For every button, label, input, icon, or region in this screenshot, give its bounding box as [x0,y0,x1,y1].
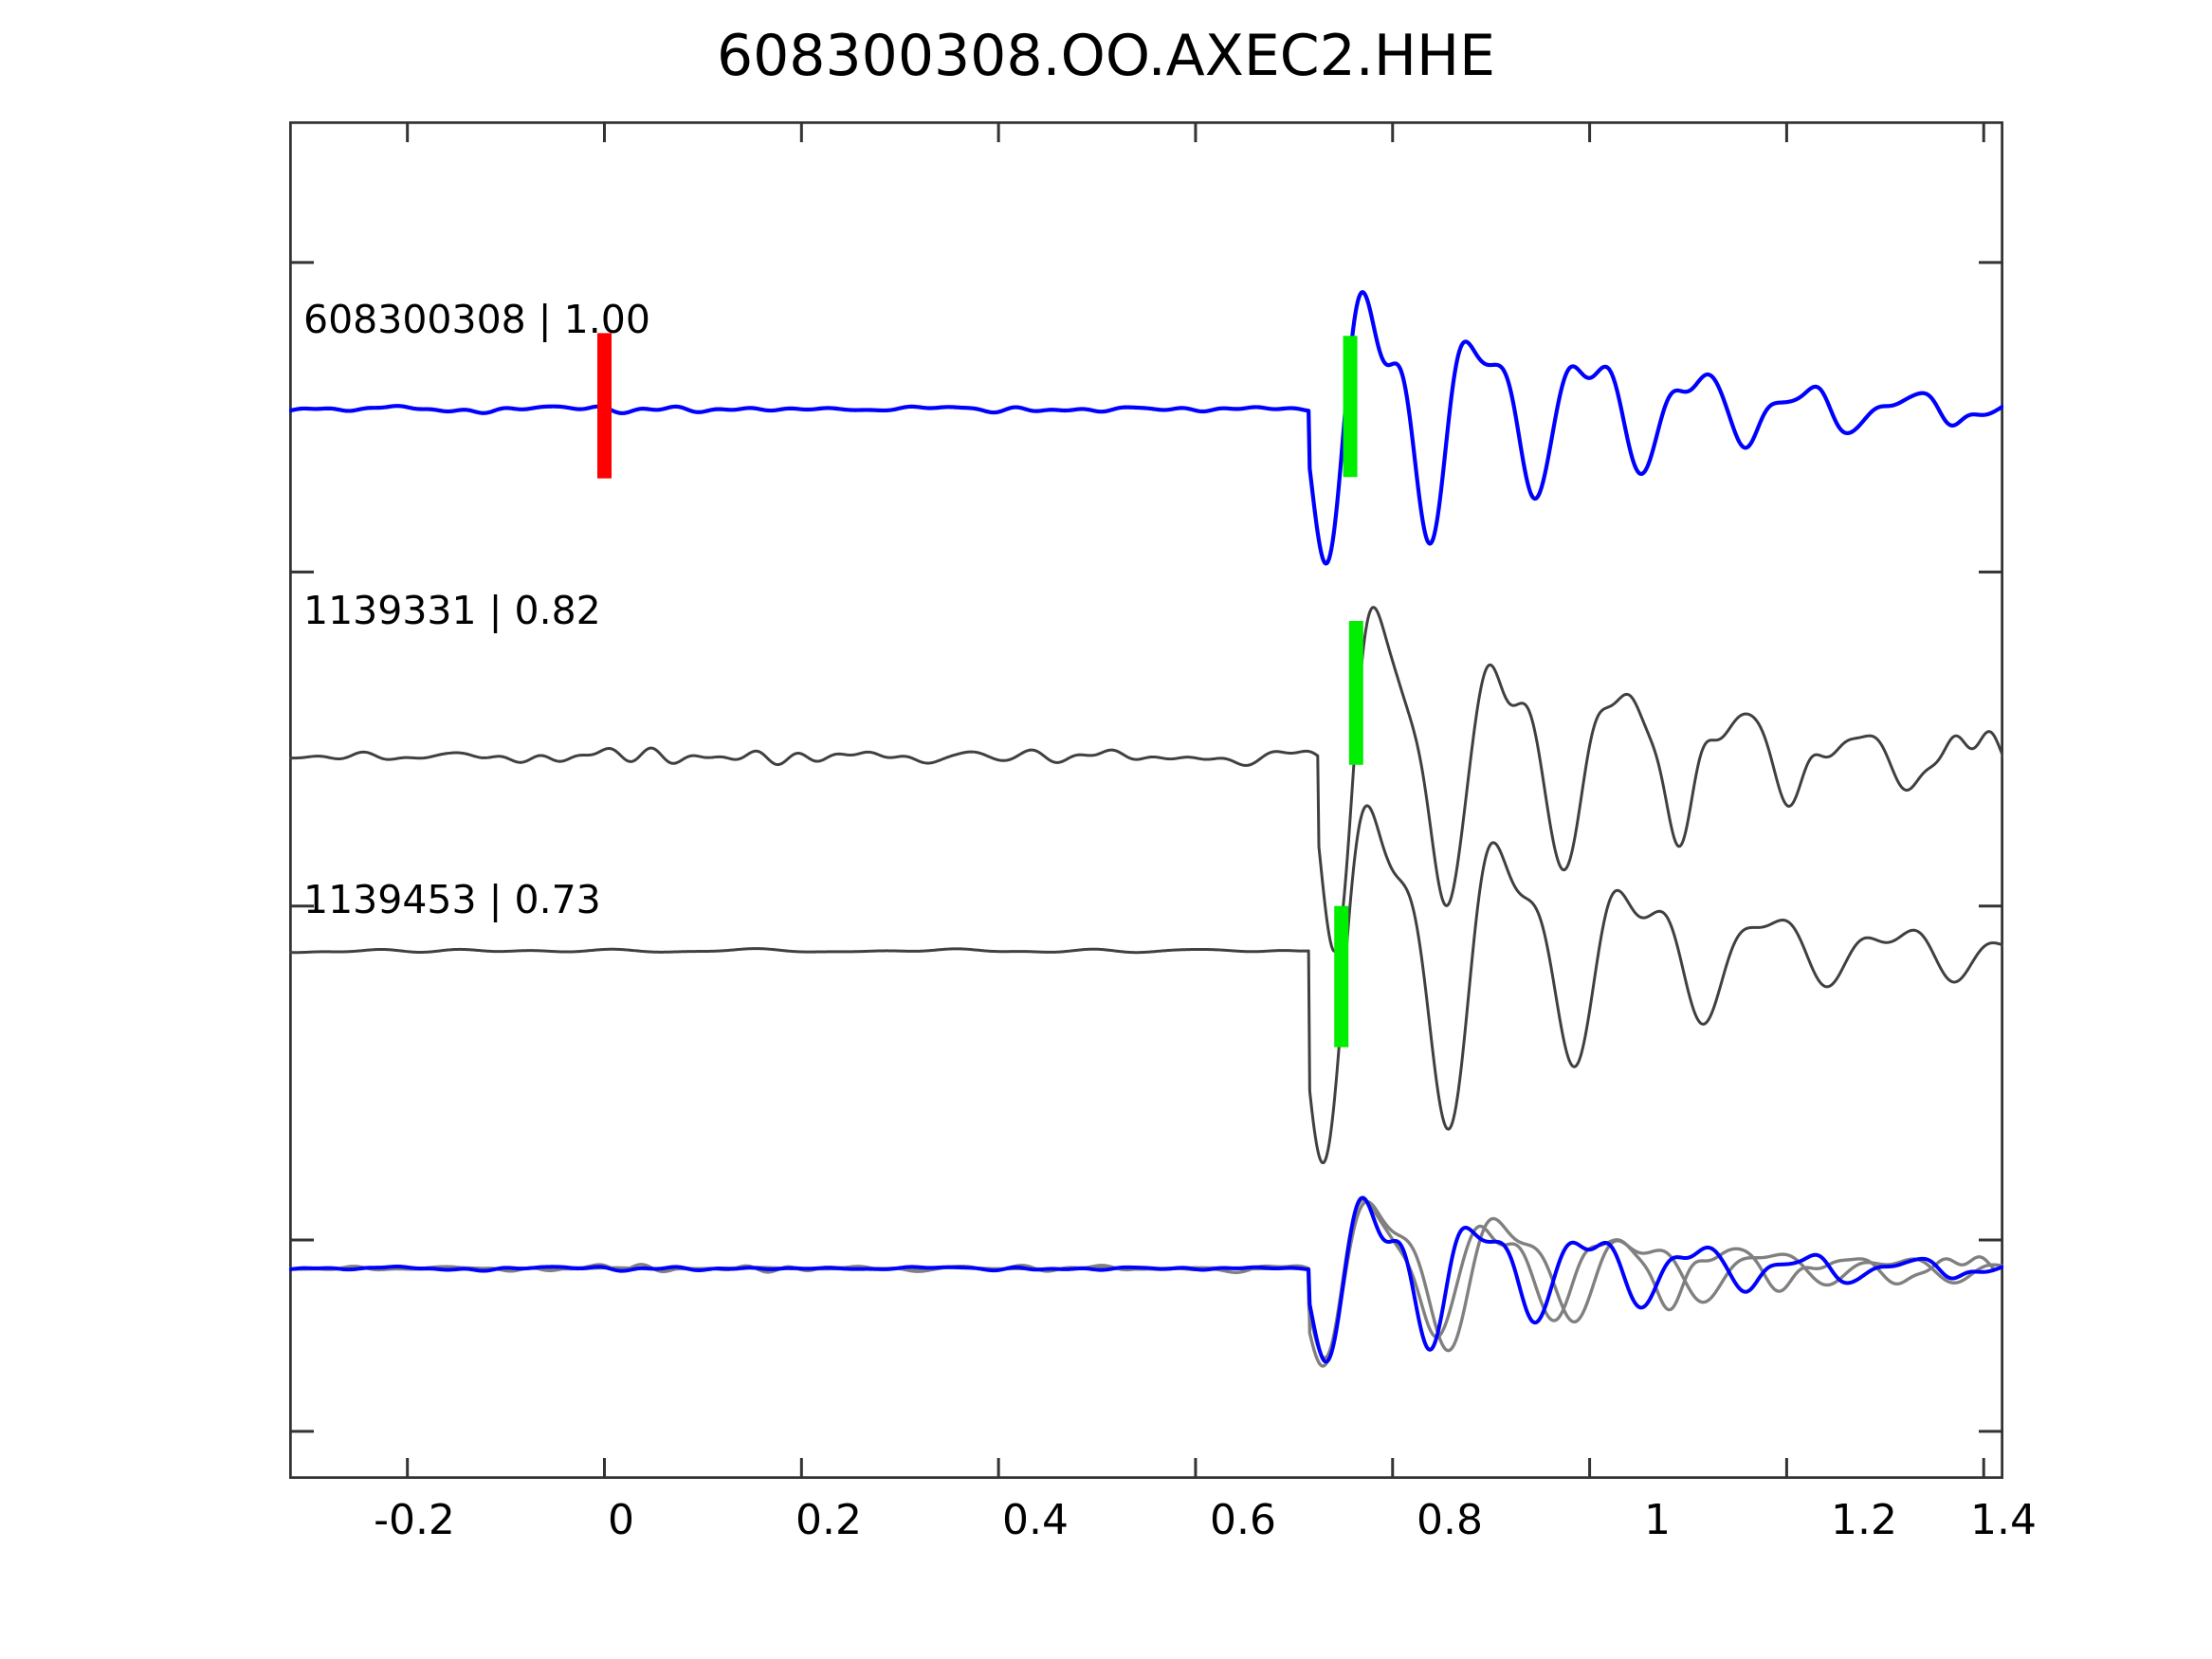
marker-reference-pick-608300308 [597,333,612,479]
x-tick-label-7: 1.2 [1831,1496,1897,1544]
overlay-trace-608300308 [289,1195,2003,1364]
waveform-traces [289,290,2003,1368]
plot-border [289,121,2003,1479]
overlay-trace-1139453 [289,1199,2003,1368]
trace-label-1: 1139331 | 0.82 [303,588,601,633]
trace-608300308 [289,290,2003,566]
plot-area [289,121,2003,1479]
trace-label-0: 608300308 | 1.00 [303,297,650,342]
waveform-plot-svg [289,121,2003,1479]
x-tick-label-5: 0.8 [1417,1496,1483,1544]
x-tick-label-0: -0.2 [374,1496,455,1544]
pick-markers [597,333,1363,1048]
x-tick-label-3: 0.4 [1002,1496,1069,1544]
trace-1139331 [289,606,2003,953]
trace-label-2: 1139453 | 0.73 [303,877,601,922]
x-tick-label-8: 1.4 [1970,1496,2037,1544]
x-tick-label-2: 0.2 [795,1496,862,1544]
overlay-trace-1139331 [289,1197,1996,1360]
marker-detection-pick-608300308 [1343,336,1358,478]
x-axis-ticks [406,121,1985,1479]
marker-detection-pick-1139331 [1348,620,1363,765]
x-tick-label-6: 1 [1644,1496,1671,1544]
x-tick-label-4: 0.6 [1210,1496,1276,1544]
trace-1139453 [289,804,2003,1165]
page-title: 608300308.OO.AXEC2.HHE [716,23,1496,89]
axes-frame [289,121,2003,1479]
marker-detection-pick-1139453 [1334,905,1349,1048]
x-tick-label-1: 0 [608,1496,634,1544]
y-axis-ticks [289,261,2003,1433]
